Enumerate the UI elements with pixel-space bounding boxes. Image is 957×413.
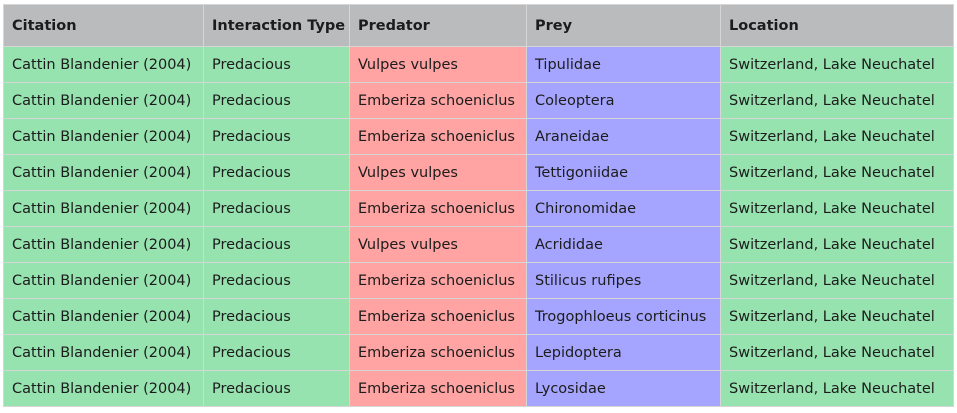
column-header-prey[interactable]: Prey [526,4,721,47]
table-body: Cattin Blandenier (2004) Predacious Vulpes… [3,46,954,407]
interaction-type-cell: Predacious [203,190,350,227]
citation-cell: Cattin Blandenier (2004) [3,46,204,83]
prey-cell: Lycosidae [526,370,721,407]
location-cell: Switzerland, Lake Neuchatel [720,334,954,371]
location-cell: Switzerland, Lake Neuchatel [720,190,954,227]
predator-cell: Emberiza schoeniclus [349,298,527,335]
prey-cell: Lepidoptera [526,334,721,371]
citation-cell: Cattin Blandenier (2004) [3,334,204,371]
citation-cell: Cattin Blandenier (2004) [3,298,204,335]
location-cell: Switzerland, Lake Neuchatel [720,82,954,119]
interaction-type-cell: Predacious [203,334,350,371]
interaction-type-cell: Predacious [203,298,350,335]
location-cell: Switzerland, Lake Neuchatel [720,154,954,191]
predator-cell: Emberiza schoeniclus [349,262,527,299]
predator-cell: Vulpes vulpes [349,154,527,191]
predator-cell: Emberiza schoeniclus [349,370,527,407]
location-cell: Switzerland, Lake Neuchatel [720,298,954,335]
interaction-type-cell: Predacious [203,226,350,263]
citation-cell: Cattin Blandenier (2004) [3,226,204,263]
table-row: Cattin Blandenier (2004) Predacious Emberi… [3,370,954,407]
location-cell: Switzerland, Lake Neuchatel [720,226,954,263]
column-header-interaction-type[interactable]: Interaction Type [203,4,350,47]
column-header-citation[interactable]: Citation [3,4,204,47]
location-cell: Switzerland, Lake Neuchatel [720,46,954,83]
column-header-predator[interactable]: Predator [349,4,527,47]
citation-cell: Cattin Blandenier (2004) [3,262,204,299]
table-header: Citation Interaction Type Predator Prey … [3,4,954,47]
citation-cell: Cattin Blandenier (2004) [3,370,204,407]
interaction-type-cell: Predacious [203,118,350,155]
interaction-type-cell: Predacious [203,82,350,119]
header-row: Citation Interaction Type Predator Prey … [3,4,954,47]
location-cell: Switzerland, Lake Neuchatel [720,262,954,299]
prey-cell: Trogophloeus corticinus [526,298,721,335]
table-row: Cattin Blandenier (2004) Predacious Vulpes… [3,226,954,263]
prey-cell: Araneidae [526,118,721,155]
prey-cell: Tipulidae [526,46,721,83]
predator-cell: Emberiza schoeniclus [349,334,527,371]
interaction-type-cell: Predacious [203,262,350,299]
interactions-table-container: Citation Interaction Type Predator Prey … [3,4,954,407]
predator-cell: Vulpes vulpes [349,226,527,263]
predator-cell: Vulpes vulpes [349,46,527,83]
interactions-table: Citation Interaction Type Predator Prey … [3,4,954,407]
prey-cell: Acrididae [526,226,721,263]
prey-cell: Tettigoniidae [526,154,721,191]
citation-cell: Cattin Blandenier (2004) [3,118,204,155]
citation-cell: Cattin Blandenier (2004) [3,190,204,227]
interaction-type-cell: Predacious [203,370,350,407]
table-row: Cattin Blandenier (2004) Predacious Emberi… [3,190,954,227]
table-row: Cattin Blandenier (2004) Predacious Vulpes… [3,46,954,83]
table-row: Cattin Blandenier (2004) Predacious Emberi… [3,298,954,335]
column-header-location[interactable]: Location [720,4,954,47]
table-row: Cattin Blandenier (2004) Predacious Emberi… [3,82,954,119]
table-row: Cattin Blandenier (2004) Predacious Vulpes… [3,154,954,191]
citation-cell: Cattin Blandenier (2004) [3,154,204,191]
citation-cell: Cattin Blandenier (2004) [3,82,204,119]
prey-cell: Stilicus rufipes [526,262,721,299]
location-cell: Switzerland, Lake Neuchatel [720,370,954,407]
interaction-type-cell: Predacious [203,46,350,83]
predator-cell: Emberiza schoeniclus [349,82,527,119]
prey-cell: Chironomidae [526,190,721,227]
table-row: Cattin Blandenier (2004) Predacious Emberi… [3,334,954,371]
interaction-type-cell: Predacious [203,154,350,191]
location-cell: Switzerland, Lake Neuchatel [720,118,954,155]
predator-cell: Emberiza schoeniclus [349,190,527,227]
predator-cell: Emberiza schoeniclus [349,118,527,155]
table-row: Cattin Blandenier (2004) Predacious Emberi… [3,118,954,155]
table-row: Cattin Blandenier (2004) Predacious Emberi… [3,262,954,299]
prey-cell: Coleoptera [526,82,721,119]
